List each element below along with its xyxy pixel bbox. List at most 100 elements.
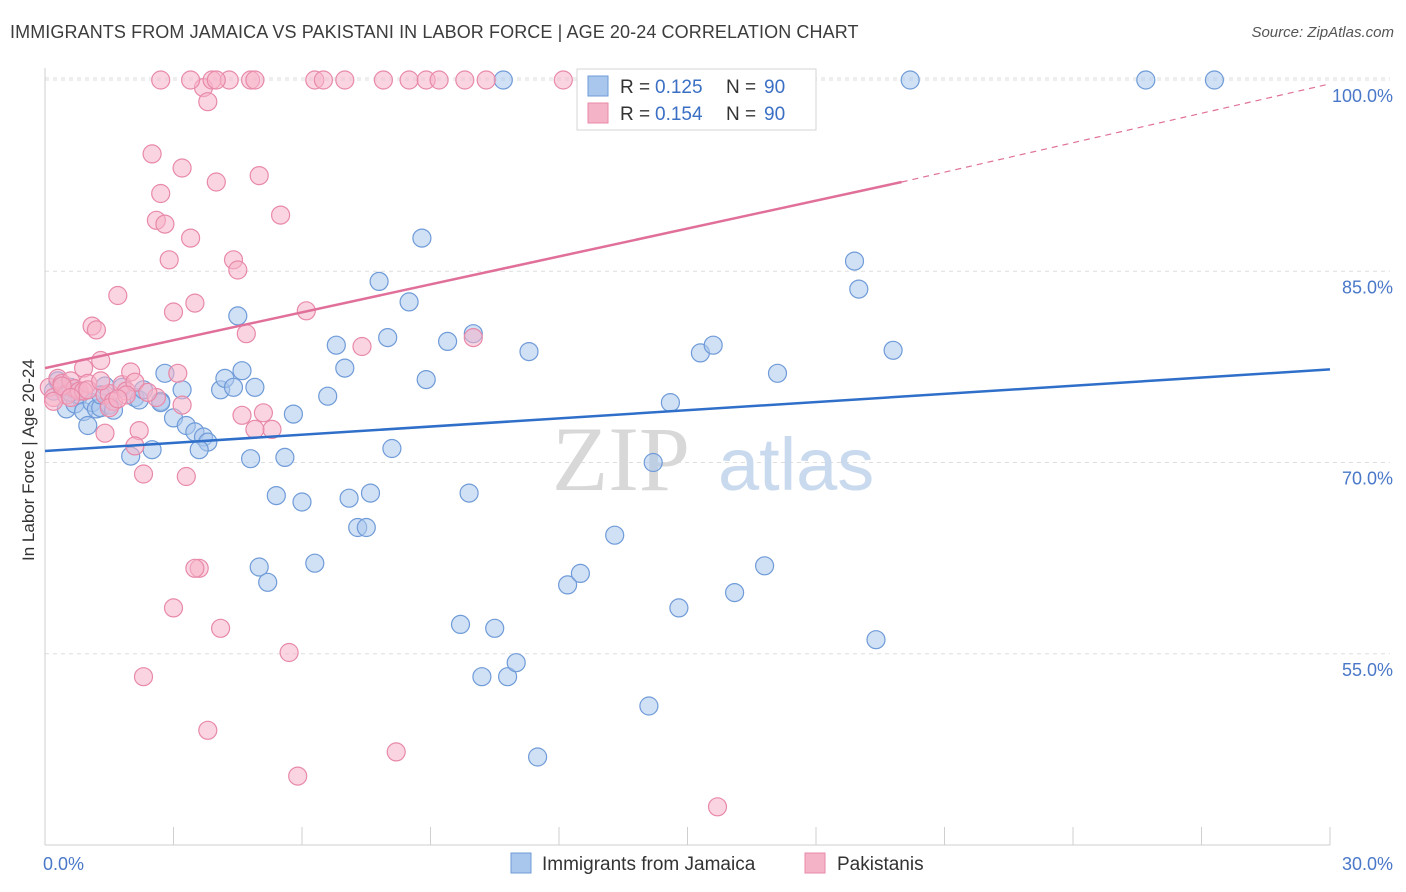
jamaica-point-39 [275, 447, 295, 467]
jamaica-point-50 [369, 271, 389, 291]
jamaica-point-41 [292, 492, 312, 512]
pakistani-point-57 [352, 336, 372, 357]
jamaica-point-84 [1136, 70, 1156, 90]
pakistani-point-66 [553, 70, 573, 90]
y-tick-label-3: 100.0% [1332, 86, 1393, 106]
jamaica-point-67 [557, 575, 578, 595]
pakistani-point-43 [232, 405, 252, 425]
jamaica-point-77 [754, 556, 775, 576]
jamaica-point-57 [450, 614, 471, 635]
jamaica-point-33 [232, 361, 252, 381]
jamaica-point-62 [493, 70, 513, 90]
x-tick-label-1: 30.0% [1342, 854, 1393, 874]
jamaica-point-72 [660, 393, 681, 413]
jamaica-point-85 [1204, 70, 1225, 90]
pakistani-point-69 [198, 720, 218, 740]
jamaica-point-76 [724, 582, 745, 603]
jamaica-point-48 [356, 517, 376, 538]
axes [44, 68, 1331, 846]
pakistani-point-23 [142, 144, 162, 164]
jamaica-point-60 [472, 667, 492, 687]
jamaica-point-51 [378, 328, 398, 348]
series-pakistani [39, 70, 728, 817]
pakistani-point-25 [151, 183, 171, 204]
pakistani-point-47 [249, 166, 269, 186]
source-credit: Source: ZipAtlas.com [1251, 24, 1394, 41]
pakistani-point-88 [181, 70, 201, 90]
watermark: ZIP atlas [552, 408, 874, 510]
legend-swatch-pakistani [587, 102, 609, 124]
pakistani-point-64 [463, 328, 483, 348]
bottom-legend-pakistani: Pakistanis [837, 854, 924, 875]
pakistani-point-42 [228, 260, 248, 280]
jamaica-point-82 [883, 340, 903, 360]
pakistani-point-48 [253, 403, 273, 423]
jamaica-point-52 [382, 438, 402, 459]
legend-n-label-2: N = [726, 104, 756, 125]
trend-line-jamaica [44, 368, 1331, 453]
pakistani-point-87 [172, 395, 192, 415]
jamaica-point-73 [669, 598, 689, 618]
jamaica-point-68 [570, 563, 591, 584]
jamaica-point-71 [643, 452, 663, 473]
pakistani-point-39 [211, 618, 231, 638]
jamaica-point-44 [326, 335, 346, 355]
jamaica-point-34 [241, 449, 261, 469]
jamaica-point-64 [506, 653, 526, 673]
pakistani-point-59 [386, 742, 406, 762]
pakistani-point-31 [176, 466, 196, 487]
jamaica-point-75 [703, 335, 723, 355]
pakistani-point-16 [108, 285, 128, 306]
pakistani-point-38 [206, 172, 226, 192]
trend-lines [44, 83, 1331, 453]
pakistani-point-58 [373, 70, 393, 90]
pakistani-point-52 [288, 766, 308, 786]
pakistani-point-82 [61, 387, 81, 408]
jamaica-point-8 [78, 415, 98, 436]
legend-n-label-1: N = [726, 77, 756, 98]
trend-line-pakistani [44, 180, 902, 370]
y-axis-label: In Labor Force | Age 20-24 [19, 359, 38, 561]
jamaica-point-61 [485, 618, 505, 638]
bottom-legend-swatch-jamaica [510, 852, 532, 874]
pakistani-point-86 [138, 382, 158, 402]
pakistani-point-65 [476, 70, 496, 90]
pakistani-point-78 [245, 419, 265, 439]
pakistani-point-22 [133, 464, 154, 484]
pakistani-point-79 [95, 423, 115, 443]
pakistani-point-30 [172, 158, 192, 178]
pakistani-point-70 [707, 797, 728, 817]
x-tick-label-0: 0.0% [43, 854, 84, 874]
pakistani-point-75 [163, 598, 184, 618]
jamaica-point-42 [305, 553, 325, 573]
jamaica-point-65 [519, 342, 539, 362]
jamaica-point-54 [412, 228, 432, 248]
jamaica-point-79 [844, 251, 865, 271]
jamaica-point-37 [258, 572, 278, 592]
y-tick-labels: 55.0% 70.0% 85.0% 100.0% [1332, 86, 1393, 680]
watermark-atlas: atlas [718, 423, 874, 506]
jamaica-point-35 [245, 377, 265, 397]
jamaica-point-66 [527, 747, 548, 767]
jamaica-point-83 [900, 70, 920, 90]
jamaica-point-81 [866, 630, 886, 650]
pakistani-point-89 [151, 70, 171, 90]
pakistani-point-77 [206, 70, 226, 90]
bottom-legend: Immigrants from Jamaica Pakistanis [510, 852, 924, 875]
pakistani-point-32 [181, 228, 201, 248]
jamaica-point-70 [639, 696, 659, 716]
jamaica-point-78 [767, 363, 788, 383]
pakistani-point-36 [198, 92, 218, 112]
jamaica-point-80 [849, 279, 869, 299]
pakistani-point-44 [236, 324, 256, 344]
x-tick-labels: 0.0% 30.0% [43, 854, 1393, 874]
legend-n-value-2: 90 [764, 104, 785, 125]
jamaica-point-55 [416, 370, 436, 390]
chart-title: IMMIGRANTS FROM JAMAICA VS PAKISTANI IN … [10, 22, 859, 42]
bottom-legend-swatch-pakistani [804, 852, 826, 874]
pakistani-point-63 [455, 70, 475, 90]
legend-r-label-1: R = [620, 77, 650, 98]
jamaica-point-63 [498, 667, 518, 687]
y-tick-label-2: 85.0% [1342, 277, 1393, 297]
